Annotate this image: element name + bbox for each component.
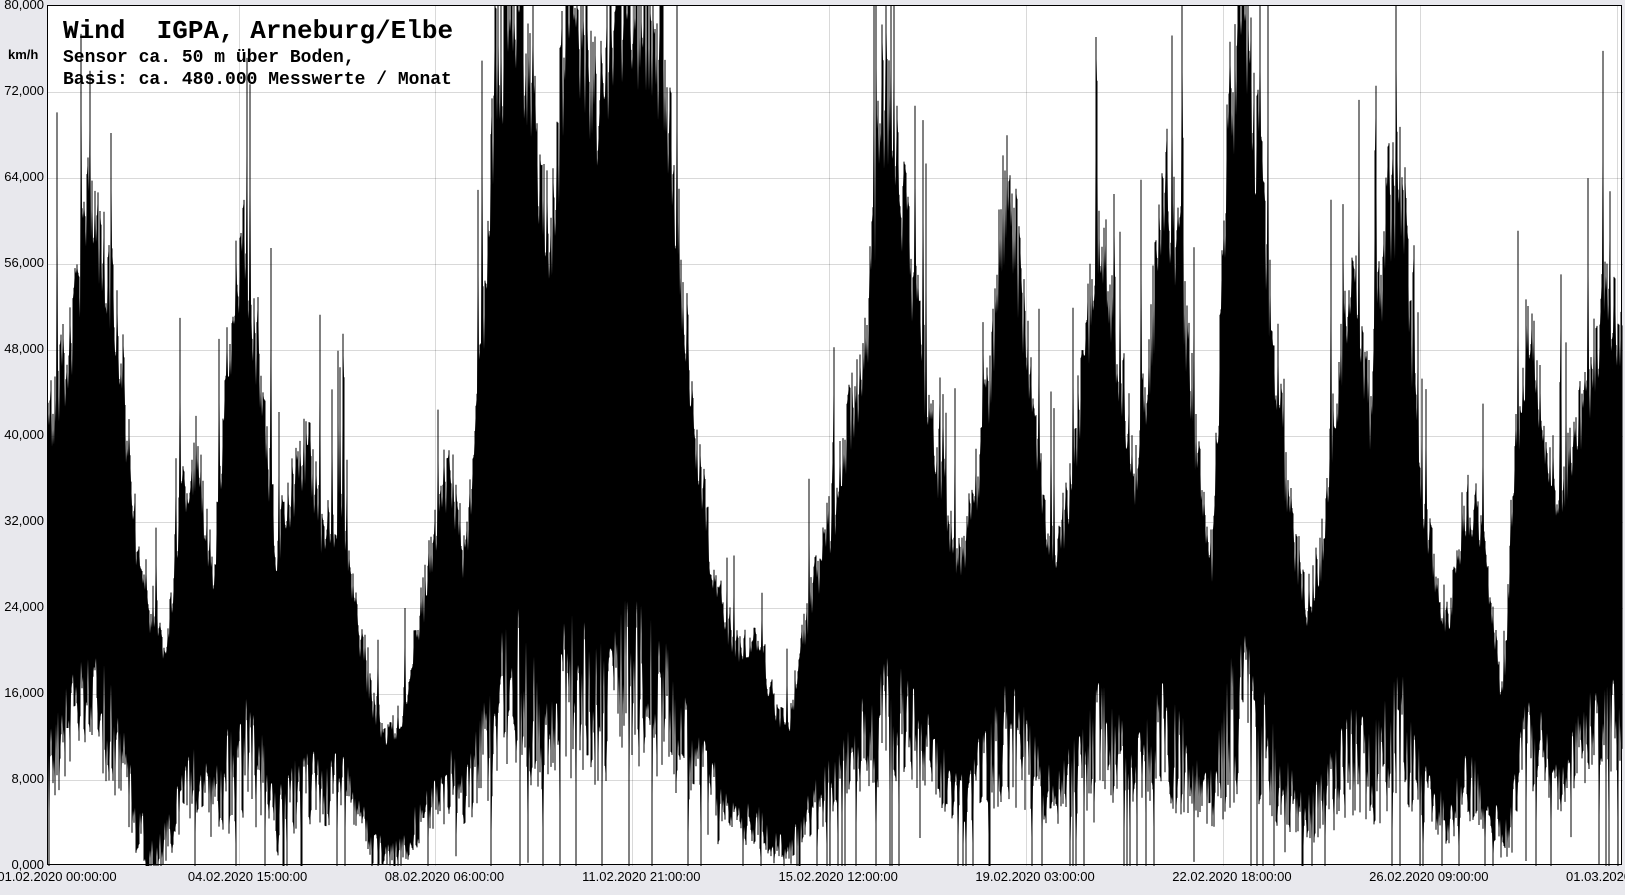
grid-line-horizontal xyxy=(48,350,1623,351)
y-tick-label: 24,000 xyxy=(4,599,44,614)
x-tick-label: 15.02.2020 12:00:00 xyxy=(763,869,913,884)
chart-subtitle-1: Sensor ca. 50 m über Boden, xyxy=(63,48,453,68)
grid-line-horizontal xyxy=(48,436,1623,437)
grid-line-vertical xyxy=(1223,6,1224,866)
grid-line-vertical xyxy=(1420,6,1421,866)
y-tick-label: 40,000 xyxy=(4,427,44,442)
y-tick-label: 48,000 xyxy=(4,341,44,356)
x-tick-label: 26.02.2020 09:00:00 xyxy=(1354,869,1504,884)
grid-line-horizontal xyxy=(48,780,1623,781)
grid-line-horizontal xyxy=(48,178,1623,179)
x-tick-label: 19.02.2020 03:00:00 xyxy=(960,869,1110,884)
grid-line-horizontal xyxy=(48,608,1623,609)
y-tick-label: 16,000 xyxy=(4,685,44,700)
chart-title-block: Wind IGPA, Arneburg/Elbe Sensor ca. 50 m… xyxy=(63,16,453,90)
grid-line-horizontal xyxy=(48,92,1623,93)
y-tick-label: 64,000 xyxy=(4,169,44,184)
y-tick-label: 80,000 xyxy=(4,0,44,12)
x-tick-label: 04.02.2020 15:00:00 xyxy=(173,869,323,884)
grid-line-vertical xyxy=(1617,6,1618,866)
wind-chart: Wind IGPA, Arneburg/Elbe Sensor ca. 50 m… xyxy=(0,0,1625,895)
chart-subtitle-2: Basis: ca. 480.000 Messwerte / Monat xyxy=(63,70,453,90)
x-tick-label: 22.02.2020 18:00:00 xyxy=(1157,869,1307,884)
grid-line-vertical xyxy=(829,6,830,866)
x-tick-label: 01.03.2020 00:00:00 xyxy=(1551,869,1625,884)
x-tick-label: 11.02.2020 21:00:00 xyxy=(566,869,716,884)
y-axis-unit: km/h xyxy=(8,47,38,62)
x-tick-label: 08.02.2020 06:00:00 xyxy=(369,869,519,884)
y-tick-label: 72,000 xyxy=(4,83,44,98)
x-tick-label: 01.02.2020 00:00:00 xyxy=(0,869,132,884)
grid-line-horizontal xyxy=(48,264,1623,265)
grid-line-vertical xyxy=(632,6,633,866)
plot-area: Wind IGPA, Arneburg/Elbe Sensor ca. 50 m… xyxy=(47,5,1622,865)
grid-line-vertical xyxy=(435,6,436,866)
y-tick-label: 56,000 xyxy=(4,255,44,270)
grid-line-horizontal xyxy=(48,694,1623,695)
grid-line-vertical xyxy=(1026,6,1027,866)
grid-line-vertical xyxy=(239,6,240,866)
y-tick-label: 32,000 xyxy=(4,513,44,528)
grid-line-horizontal xyxy=(48,522,1623,523)
chart-title: Wind IGPA, Arneburg/Elbe xyxy=(63,16,453,46)
y-tick-label: 8,000 xyxy=(11,771,44,786)
